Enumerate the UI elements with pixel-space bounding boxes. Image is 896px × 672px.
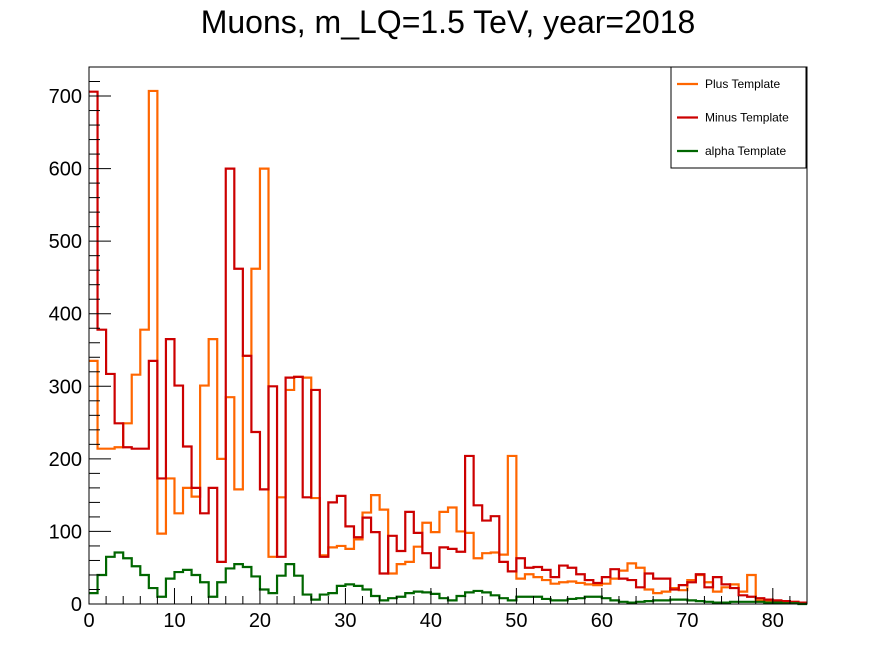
- series-line-1: [89, 90, 807, 604]
- x-tick-label: 70: [676, 610, 698, 632]
- legend-label-1: Minus Template: [705, 111, 789, 125]
- legend-label-2: alpha Template: [705, 144, 786, 158]
- x-tick-label: 20: [249, 610, 271, 632]
- y-tick-label: 400: [49, 304, 82, 326]
- legend: Plus Template Minus Template alpha Templat…: [670, 66, 807, 169]
- x-tick-label: 80: [762, 610, 784, 632]
- y-tick-label: 200: [49, 449, 82, 471]
- x-tick-label: 40: [420, 610, 442, 632]
- legend-label-0: Plus Template: [705, 77, 780, 91]
- y-tick-label: 700: [49, 86, 82, 108]
- y-tick-label: 100: [49, 521, 82, 543]
- plot-area: [89, 89, 807, 606]
- chart-title: Muons, m_LQ=1.5 TeV, year=2018: [201, 4, 696, 40]
- series-line-2: [89, 551, 807, 606]
- x-tick-label: 50: [505, 610, 527, 632]
- y-tick-label: 300: [49, 376, 82, 398]
- x-tick-label: 10: [163, 610, 185, 632]
- x-tick-label: 0: [83, 610, 94, 632]
- axes: 0 10 20 30 40 50 60 70 80 0 100 200 300 400 500 600 700: [49, 66, 808, 632]
- x-tick-label: 30: [334, 610, 356, 632]
- x-tick-label: 60: [591, 610, 613, 632]
- y-tick-label: 600: [49, 159, 82, 181]
- y-tick-label: 0: [71, 594, 82, 616]
- y-tick-label: 500: [49, 231, 82, 253]
